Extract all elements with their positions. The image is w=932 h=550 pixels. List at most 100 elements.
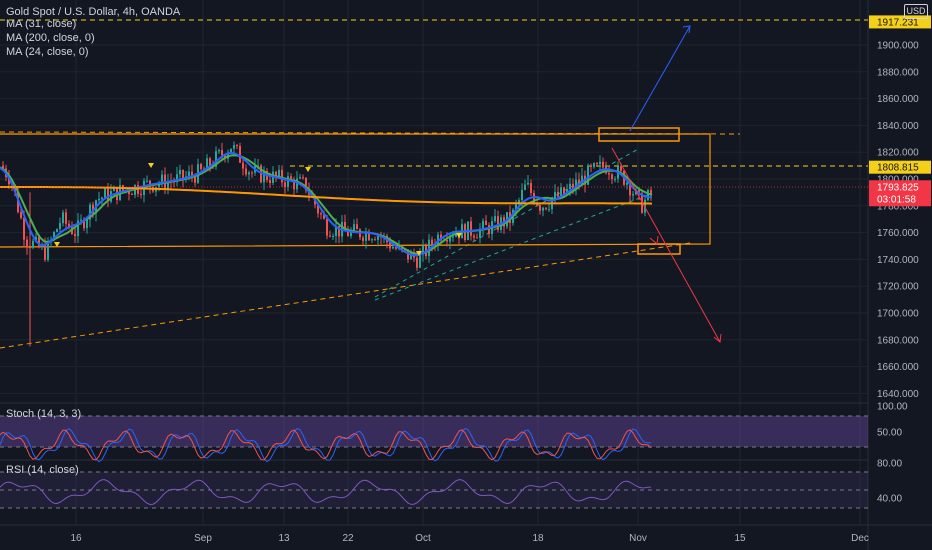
candle-body: [89, 204, 91, 220]
price-tick-label: 1860.000: [877, 94, 919, 105]
candle-body: [392, 247, 394, 249]
candle-body: [473, 235, 475, 238]
signal-marker-icon: [148, 163, 154, 168]
candle-body: [47, 241, 49, 260]
candle-body: [26, 239, 28, 248]
candle-body: [86, 219, 88, 229]
candle-body: [581, 175, 583, 184]
candle-body: [218, 150, 220, 152]
price-tick-label: 1720.000: [877, 282, 919, 293]
candle-body: [326, 218, 328, 236]
candle-body: [65, 212, 67, 224]
candle-body: [23, 218, 25, 240]
candle-body: [395, 247, 397, 249]
candle-body: [620, 166, 622, 171]
candle-body: [371, 239, 373, 241]
bearish-projection-arrow[interactable]: [611, 147, 721, 343]
legend-ma-200[interactable]: MA (200, close, 0): [6, 32, 95, 44]
signal-marker-icon: [456, 233, 462, 238]
legend-rsi[interactable]: RSI (14, close): [6, 464, 79, 476]
candle-body: [140, 193, 142, 195]
candle-body: [167, 181, 169, 189]
rsi-pane[interactable]: [0, 471, 868, 509]
candle-body: [98, 198, 100, 201]
candle-body: [362, 237, 364, 241]
candle-body: [476, 237, 478, 239]
rsi-axis[interactable]: 80.00 40.00: [877, 459, 902, 505]
breakout-target-box[interactable]: [598, 127, 680, 142]
candle-body: [275, 171, 277, 177]
breakdown-target-box[interactable]: [637, 243, 681, 255]
candle-body: [563, 187, 565, 194]
price-tick-label: 1780.000: [877, 201, 919, 212]
candle-body: [221, 150, 223, 156]
arrow-down-head-icon: [713, 333, 722, 343]
candle-body: [284, 182, 286, 188]
channel-lower-line[interactable]: [374, 193, 651, 301]
candle-body: [518, 200, 520, 205]
price-tick-label: 1680.000: [877, 335, 919, 346]
currency-button[interactable]: USD: [904, 4, 928, 19]
range-box[interactable]: [0, 133, 711, 248]
candle-body: [410, 252, 412, 260]
rsi-tick-label: 40.00: [877, 494, 902, 505]
candle-body: [440, 234, 442, 241]
candle-body: [14, 184, 16, 193]
candle-body: [488, 225, 490, 235]
candle-body: [194, 176, 196, 183]
legend-ma-24[interactable]: MA (24, close, 0): [6, 46, 89, 58]
ma-31-line: [0, 152, 653, 257]
time-tick-label: 16: [70, 533, 82, 544]
moving-averages: [0, 152, 653, 257]
candle-body: [2, 165, 4, 169]
legend-stoch[interactable]: Stoch (14, 3, 3): [6, 408, 82, 420]
candle-body: [248, 172, 250, 175]
candle-body: [545, 207, 547, 210]
stoch-axis[interactable]: 100.00 50.00: [877, 402, 908, 439]
drawings-layer[interactable]: [0, 19, 868, 349]
candle-body: [230, 148, 232, 153]
candle-body: [236, 144, 238, 147]
projection-arrows[interactable]: [611, 25, 722, 343]
time-tick-label: 13: [278, 533, 290, 544]
candle-body: [470, 221, 472, 236]
candle-body: [377, 235, 379, 240]
candle-body: [158, 183, 160, 187]
candle-body: [113, 186, 115, 192]
rsi-tick-label: 80.00: [877, 459, 902, 470]
candle-body: [389, 242, 391, 249]
candle-body: [53, 231, 55, 240]
candle-body: [35, 236, 37, 241]
candle-body: [650, 190, 652, 195]
price-tick-label: 1660.000: [877, 362, 919, 373]
candle-body: [296, 178, 298, 190]
price-flag-label: 1793.825: [877, 182, 919, 193]
symbol-title[interactable]: Gold Spot / U.S. Dollar, 4h, OANDA: [6, 6, 181, 18]
candle-body: [239, 146, 241, 163]
time-axis[interactable]: 16 Sep 13 22 Oct 18 Nov 15 Dec: [70, 533, 868, 544]
legend-ma-31[interactable]: MA (31, close): [6, 18, 77, 30]
price-tick-label: 1760.000: [877, 228, 919, 239]
price-tick-label: 1820.000: [877, 148, 919, 159]
stoch-d-line: [0, 429, 652, 461]
candle-body: [179, 169, 181, 175]
candle-body: [347, 230, 349, 237]
candle-body: [356, 224, 358, 230]
candle-body: [566, 189, 568, 194]
candle-body: [416, 257, 418, 268]
price-flag: [869, 160, 931, 174]
candle-body: [578, 179, 580, 184]
price-axis[interactable]: 1900.000 1880.000 1860.000 1840.000 1820.000…: [877, 41, 919, 400]
bullish-projection-arrow[interactable]: [629, 25, 691, 132]
price-tick-label: 1640.000: [877, 389, 919, 400]
candle-body: [482, 220, 484, 229]
candle-body: [332, 235, 334, 237]
candle-body: [614, 178, 616, 180]
price-flag-label: 1917.231: [877, 17, 919, 28]
stoch-tick-label: 50.00: [877, 428, 902, 439]
candle-body: [590, 165, 592, 167]
stoch-pane[interactable]: [0, 415, 868, 463]
